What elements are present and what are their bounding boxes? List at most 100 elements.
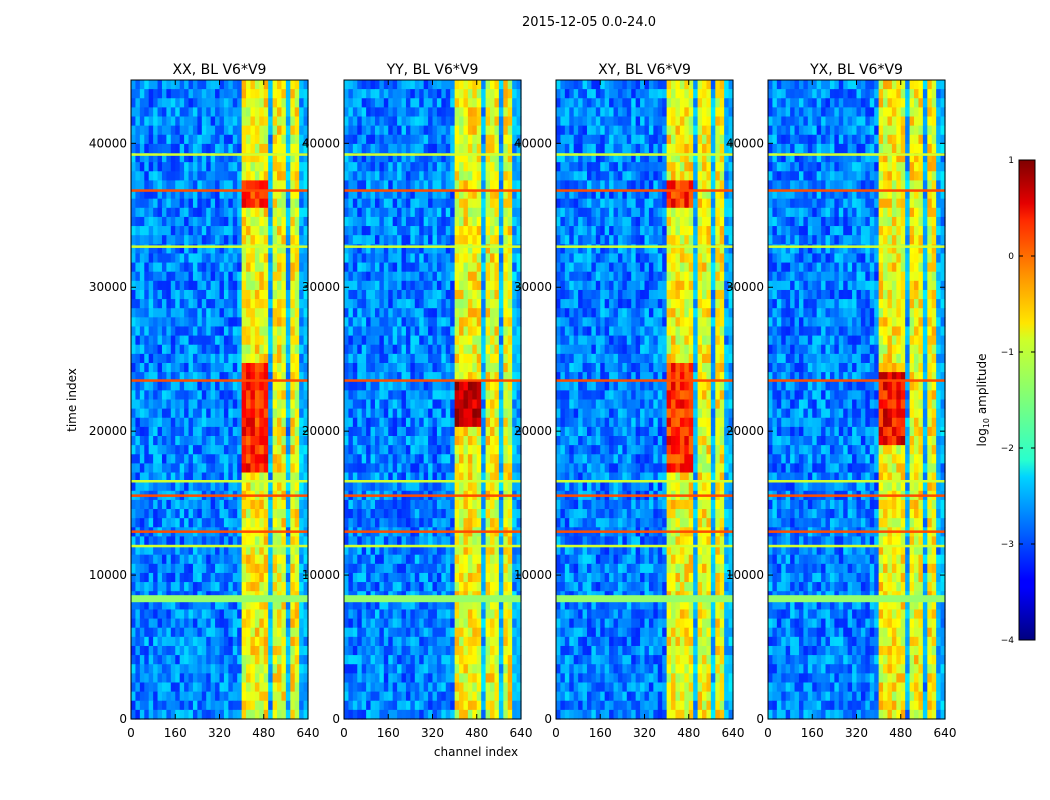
heatmap-cell (184, 317, 190, 328)
heatmap-cell (170, 98, 176, 108)
heatmap-cell (219, 399, 225, 410)
heatmap-cell (250, 709, 256, 720)
heatmap-cell (463, 116, 469, 127)
heatmap-cell (170, 618, 176, 629)
heatmap-cell (241, 454, 247, 464)
heatmap-cell (507, 289, 513, 300)
heatmap-cell (281, 189, 287, 200)
heatmap-cell (139, 89, 145, 99)
heatmap-cell (374, 317, 380, 328)
heatmap-cell (423, 253, 429, 264)
heatmap-cell (250, 454, 256, 464)
heatmap-cell (445, 162, 451, 172)
heatmap-cell (516, 189, 522, 200)
heatmap-cell (219, 98, 225, 108)
heatmap-cell (166, 198, 172, 209)
heatmap-cell (215, 509, 221, 519)
heatmap-cell (294, 609, 300, 620)
heatmap-cell (263, 171, 269, 182)
heatmap-cell (459, 308, 465, 318)
heatmap-cell (428, 344, 434, 355)
heatmap-cell (281, 162, 287, 172)
heatmap-cell (303, 636, 309, 647)
heatmap-cell (379, 98, 385, 108)
heatmap-cell (166, 563, 172, 574)
heatmap-cell (361, 436, 367, 446)
heatmap-cell (436, 80, 442, 90)
heatmap-cell (285, 554, 291, 565)
heatmap-cell (428, 180, 434, 191)
heatmap-cell (428, 353, 434, 364)
heatmap-cell (397, 317, 403, 328)
heatmap-cell (485, 344, 491, 355)
heatmap-cell (246, 582, 252, 592)
heatmap-cell (179, 499, 185, 510)
heatmap-cell (201, 545, 207, 556)
heatmap-cell (512, 125, 518, 136)
heatmap-cell (223, 299, 229, 309)
heatmap-cell (419, 335, 425, 346)
heatmap-cell (467, 454, 473, 464)
heatmap-cell (490, 445, 496, 455)
heatmap-cell (210, 98, 216, 108)
heatmap-cell (290, 89, 296, 99)
heatmap-cell (498, 280, 504, 291)
heatmap-cell (290, 655, 296, 665)
heatmap-cell (467, 235, 473, 245)
heatmap-cell (192, 299, 198, 309)
heatmap-cell (161, 426, 167, 437)
heatmap-cell (237, 271, 243, 282)
heatmap-cell (259, 171, 265, 182)
heatmap-cell (201, 682, 207, 693)
heatmap-cell (450, 335, 456, 346)
heatmap-cell (476, 134, 482, 145)
heatmap-cell (197, 609, 203, 620)
heatmap-cell (241, 499, 247, 510)
heatmap-cell (503, 326, 509, 337)
heatmap-cell (490, 180, 496, 191)
heatmap-cell (241, 362, 247, 373)
heatmap-cell (352, 153, 358, 163)
heatmap-cell (259, 390, 265, 401)
heatmap-cell (281, 362, 287, 373)
heatmap-cell (516, 107, 522, 118)
heatmap-cell (215, 335, 221, 346)
heatmap-cell (454, 153, 460, 163)
heatmap-cell (366, 207, 372, 218)
heatmap-cell (454, 189, 460, 200)
heatmap-cell (445, 536, 451, 547)
heatmap-cell (459, 481, 465, 492)
heatmap-cell (512, 189, 518, 200)
heatmap-cell (432, 116, 438, 127)
heatmap-cell (144, 271, 150, 282)
heatmap-cell (148, 454, 154, 464)
heatmap-cell (392, 299, 398, 309)
heatmap-cell (254, 390, 260, 401)
heatmap-cell (254, 472, 260, 483)
heatmap-cell (161, 271, 167, 282)
heatmap-cell (423, 189, 429, 200)
heatmap-cell (263, 143, 269, 154)
heatmap-cell (175, 171, 181, 182)
heatmap-cell (166, 207, 172, 218)
heatmap-cell (215, 445, 221, 455)
heatmap-cell (432, 472, 438, 483)
heatmap-cell (374, 436, 380, 446)
heatmap-cell (157, 216, 163, 227)
heatmap-cell (201, 399, 207, 410)
heatmap-cell (148, 244, 154, 255)
heatmap-cell (490, 335, 496, 346)
heatmap-cell (285, 545, 291, 556)
heatmap-cell (459, 399, 465, 410)
heatmap-cell (135, 463, 141, 474)
heatmap-cell (357, 454, 363, 464)
heatmap-cell (250, 609, 256, 620)
heatmap-cell (361, 353, 367, 364)
heatmap-cell (476, 216, 482, 227)
heatmap-cell (228, 372, 234, 382)
heatmap-cell (432, 481, 438, 492)
heatmap-cell (357, 463, 363, 474)
heatmap-cell (414, 207, 420, 218)
heatmap-cell (428, 426, 434, 437)
heatmap-cell (135, 445, 141, 455)
